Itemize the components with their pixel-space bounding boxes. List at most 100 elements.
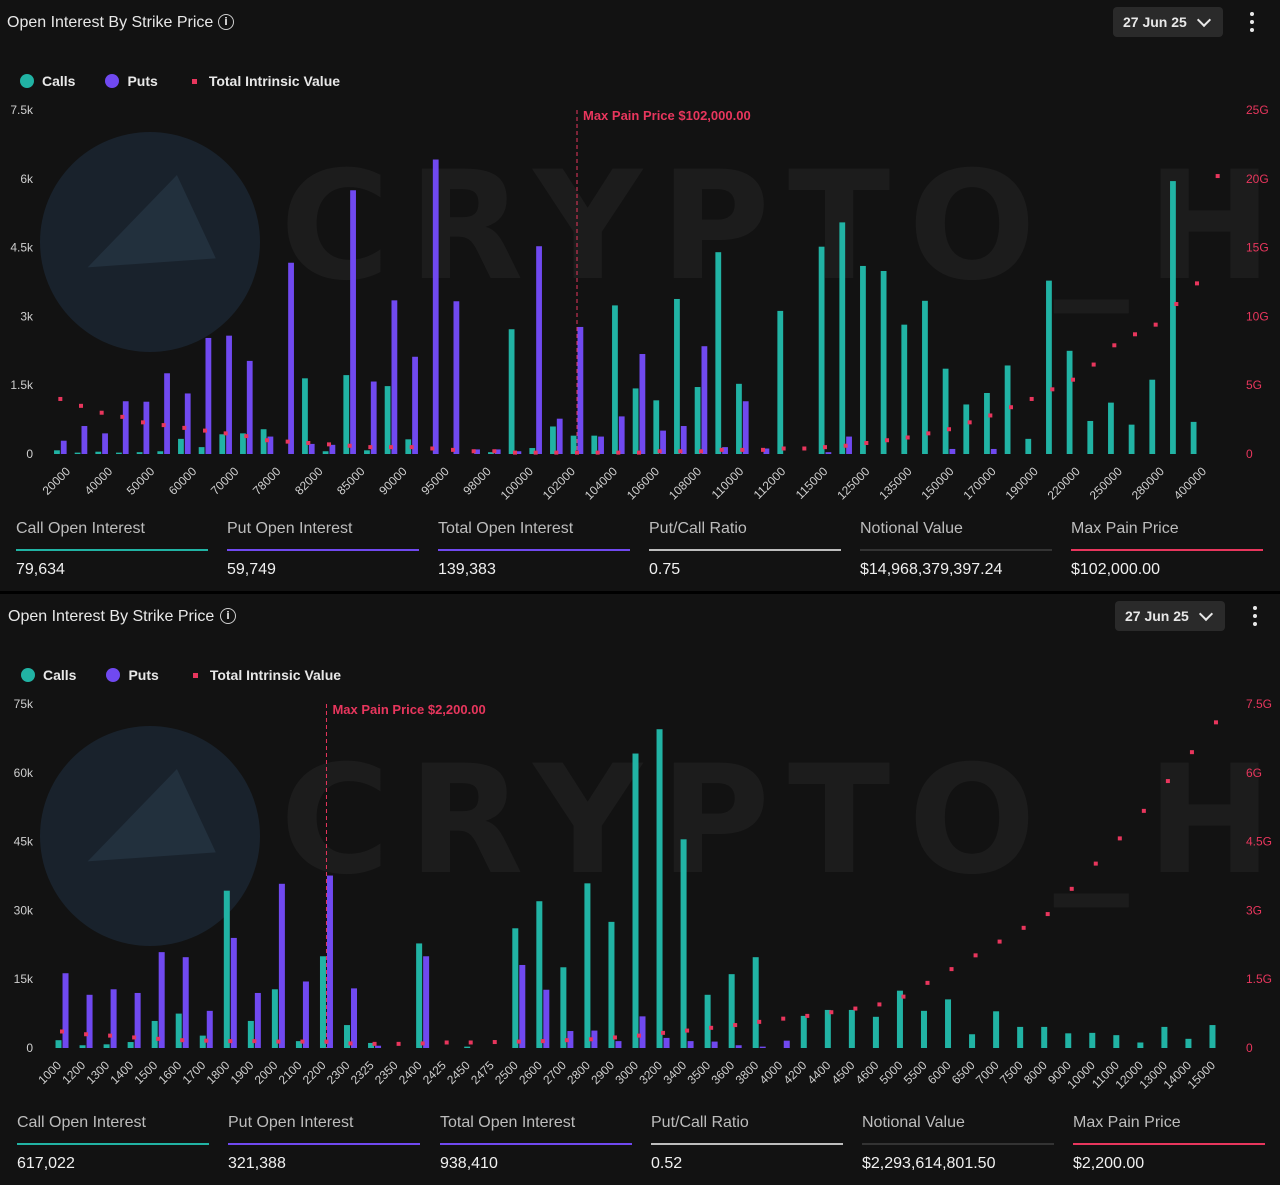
expiry-date-select[interactable]: 27 Jun 25 xyxy=(1115,601,1225,631)
oi-panel-btc: CRYPTO_HD Open Interest By Strike Price … xyxy=(0,0,1280,591)
intrinsic-point xyxy=(180,1038,185,1043)
x-tick-label: 108000 xyxy=(666,464,704,502)
stats-row: Call Open Interest 79,634 Put Open Intere… xyxy=(0,520,1280,590)
legend-calls[interactable]: Calls xyxy=(20,73,75,89)
intrinsic-point xyxy=(1029,396,1034,401)
call-bar xyxy=(405,439,412,454)
intrinsic-point xyxy=(540,1039,545,1044)
call-bar xyxy=(591,435,598,454)
intrinsic-point xyxy=(108,1033,113,1038)
x-tick-label: 82000 xyxy=(292,464,326,498)
call-bar xyxy=(223,890,230,1048)
legend-calls-label: Calls xyxy=(42,73,76,89)
intrinsic-point xyxy=(156,1036,161,1041)
intrinsic-point xyxy=(657,449,662,454)
call-bar xyxy=(752,957,759,1048)
info-icon[interactable]: i xyxy=(220,608,236,624)
call-bar xyxy=(704,994,711,1048)
call-bar xyxy=(728,974,735,1048)
y-tick-right: 4.5G xyxy=(1246,835,1272,849)
call-bar xyxy=(560,967,567,1048)
call-bar xyxy=(1128,424,1135,454)
intrinsic-point xyxy=(709,1025,714,1030)
legend-calls[interactable]: Calls xyxy=(21,667,76,683)
call-bar xyxy=(1089,1032,1096,1048)
x-tick-label: 1900 xyxy=(228,1058,257,1087)
expiry-date-select[interactable]: 27 Jun 25 xyxy=(1113,7,1223,37)
put-bar xyxy=(412,356,418,454)
intrinsic-point xyxy=(1112,343,1117,348)
chart-legend: Calls Puts Total Intrinsic Value xyxy=(21,666,371,684)
stat-max-pain: Max Pain Price $102,000.00 xyxy=(1071,520,1263,579)
call-bar xyxy=(74,452,81,454)
intrinsic-point xyxy=(1117,836,1122,841)
put-bar xyxy=(742,401,749,454)
intrinsic-point xyxy=(396,1041,401,1046)
intrinsic-point xyxy=(925,980,930,985)
x-tick-label: 4400 xyxy=(805,1058,834,1087)
put-bar xyxy=(158,952,165,1048)
intrinsic-point xyxy=(471,449,476,454)
put-bar xyxy=(326,875,333,1048)
stats-row: Call Open Interest 617,022 Put Open Inter… xyxy=(0,1114,1280,1184)
stat-label: Call Open Interest xyxy=(16,520,145,537)
call-bar xyxy=(199,1035,206,1048)
y-tick-right: 5G xyxy=(1246,378,1262,392)
legend-puts[interactable]: Puts xyxy=(106,667,159,683)
open-interest-chart: 0 1.5k 3k 4.5k 6k 7.5k 0 5G 10G 15G 20G 25G Max Pain… xyxy=(10,103,1269,502)
call-bar xyxy=(993,1011,1000,1048)
stat-value: 59,749 xyxy=(227,561,276,578)
call-bar xyxy=(942,368,949,454)
x-tick-label: 4600 xyxy=(853,1058,882,1087)
intrinsic-point xyxy=(285,439,290,444)
put-bar xyxy=(519,964,526,1048)
put-bar xyxy=(639,1016,646,1048)
panel-title: Open Interest By Strike Price xyxy=(8,608,215,625)
stat-label: Put/Call Ratio xyxy=(649,520,747,537)
more-options-icon[interactable] xyxy=(1249,604,1261,628)
call-bar xyxy=(512,928,519,1048)
intrinsic-point xyxy=(595,450,600,455)
open-interest-chart: 0 15k 30k 45k 60k 75k 0 1.5G 3G 4.5G 6G 7.5G Max Pai… xyxy=(14,697,1272,1092)
legend-puts-label: Puts xyxy=(127,73,158,89)
intrinsic-point xyxy=(120,414,125,419)
call-bar xyxy=(1108,402,1114,454)
put-bar xyxy=(184,393,191,454)
x-tick-label: 125000 xyxy=(834,464,872,502)
intrinsic-point xyxy=(203,428,207,433)
more-options-icon[interactable] xyxy=(1246,10,1258,34)
put-bar xyxy=(81,426,88,454)
legend-puts[interactable]: Puts xyxy=(105,73,158,89)
intrinsic-point xyxy=(877,1002,882,1007)
call-bar xyxy=(1190,421,1197,454)
call-bar xyxy=(872,1016,879,1048)
stat-label: Notional Value xyxy=(860,520,963,537)
intrinsic-point xyxy=(1009,405,1013,410)
intrinsic-point xyxy=(1133,332,1137,337)
x-tick-label: 90000 xyxy=(376,464,410,498)
intrinsic-point xyxy=(244,434,249,439)
x-tick-label: 50000 xyxy=(124,464,158,498)
call-bar xyxy=(198,447,205,454)
call-bar xyxy=(715,252,722,454)
legend-intrinsic[interactable]: Total Intrinsic Value xyxy=(188,73,340,89)
x-tick-label: 112000 xyxy=(751,464,789,502)
x-tick-label: 95000 xyxy=(418,464,452,498)
stat-label: Put/Call Ratio xyxy=(651,1114,749,1131)
intrinsic-point xyxy=(947,427,951,432)
info-icon[interactable]: i xyxy=(218,14,234,30)
legend-puts-label: Puts xyxy=(128,667,159,683)
put-bar xyxy=(846,436,852,454)
calls-swatch xyxy=(21,668,35,682)
intrinsic-point xyxy=(761,447,765,452)
y-tick-right: 15G xyxy=(1246,241,1269,255)
stat-put-call-ratio: Put/Call Ratio 0.75 xyxy=(649,520,841,579)
call-bar xyxy=(1004,365,1011,454)
intrinsic-point xyxy=(988,413,993,418)
x-tick-label: 3400 xyxy=(660,1058,689,1087)
call-bar xyxy=(219,434,226,454)
x-tick-label: 6000 xyxy=(925,1058,954,1087)
legend-intrinsic[interactable]: Total Intrinsic Value xyxy=(189,667,341,683)
y-tick-left: 75k xyxy=(14,697,34,711)
stat-max-pain: Max Pain Price $2,200.00 xyxy=(1073,1114,1265,1173)
